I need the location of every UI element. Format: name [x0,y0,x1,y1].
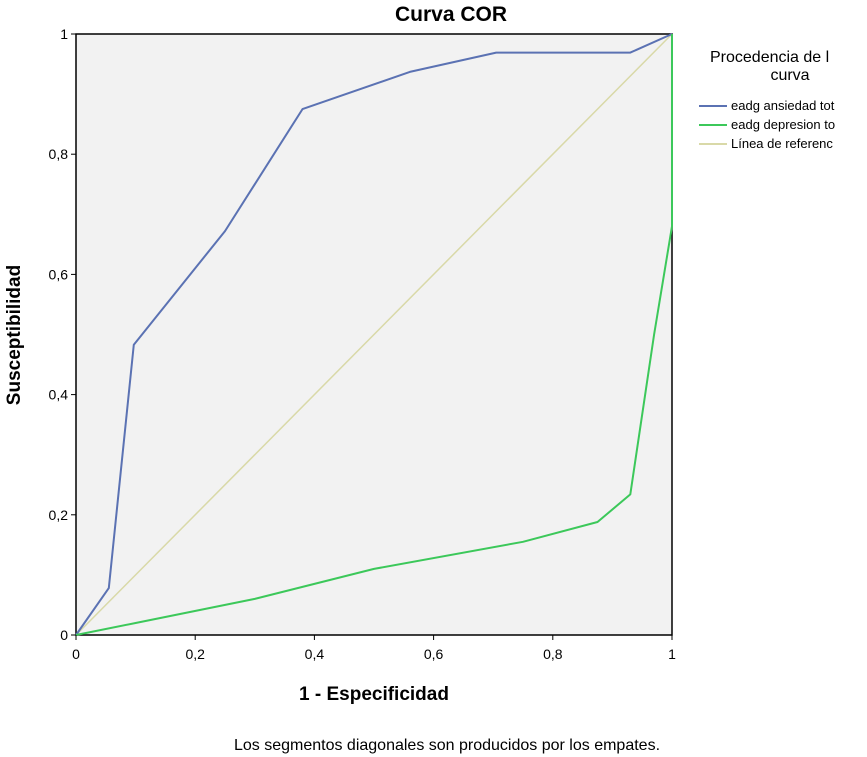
chart-title: Curva COR [395,3,507,26]
series-layer [75,33,673,636]
legend-label: eadg ansiedad tot [731,98,835,113]
footnote: Los segmentos diagonales son producidos … [234,737,660,754]
x-axis-label: 1 - Especificidad [299,684,449,705]
legend-title-line-1: Procedencia de l [710,49,829,66]
x-tick-label: 0,4 [305,646,325,662]
y-tick-label: 1 [60,26,68,42]
y-tick-label: 0,6 [49,266,69,282]
legend: Procedencia de l curva eadg ansiedad tot… [699,49,835,151]
y-tick-label: 0,4 [49,387,69,403]
y-axis-label: Susceptibilidad [4,265,25,405]
y-tick-label: 0,8 [49,146,69,162]
legend-label: eadg depresion to [731,117,835,132]
x-tick-label: 1 [668,646,676,662]
x-tick-label: 0,2 [185,646,205,662]
x-tick-label: 0 [72,646,80,662]
y-axis-ticks: 0 0,2 0,4 0,6 0,8 1 [49,26,76,643]
x-tick-label: 0,6 [424,646,444,662]
y-tick-label: 0,2 [49,507,69,523]
y-tick-label: 0 [60,627,68,643]
series-line-0 [75,33,673,636]
x-axis-ticks: 0 0,2 0,4 0,6 0,8 1 [72,635,676,662]
x-tick-label: 0,8 [543,646,563,662]
series-line-2 [75,33,673,636]
legend-items: eadg ansiedad tot eadg depresion to Línea … [699,98,835,151]
legend-title-line-2: curva [770,67,809,84]
legend-label: Línea de referenc [731,136,833,151]
series-line-1 [75,34,673,636]
